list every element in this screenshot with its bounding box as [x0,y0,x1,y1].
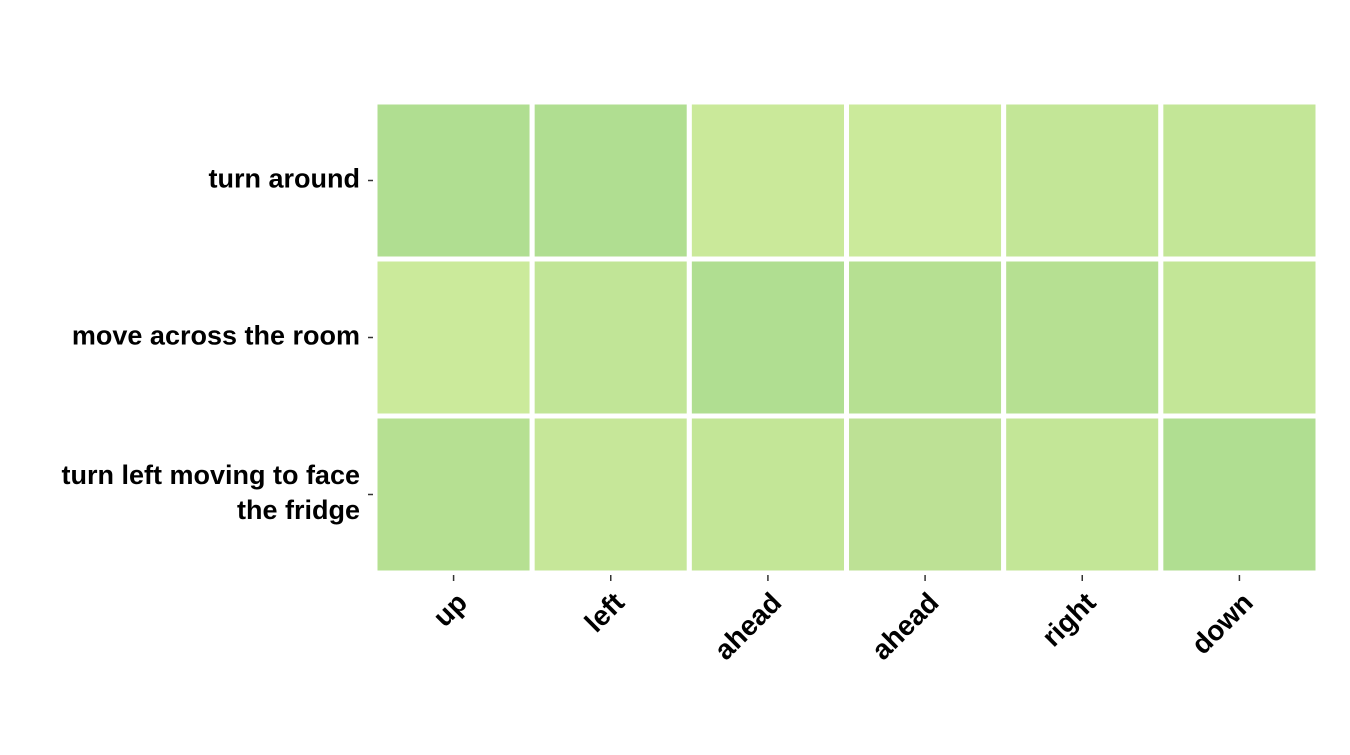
heatmap-cell-r0-c5 [1158,99,1321,262]
heatmap-cells [372,99,1321,576]
y-tick-label-line: the fridge [237,495,360,525]
x-tick-label: right [1036,587,1102,653]
heatmap-cell-r2-c5 [1158,413,1321,576]
heatmap-cell-r2-c2 [686,413,849,576]
heatmap-cell-r0-c3 [844,99,1007,262]
heatmap-cell-r2-c4 [1001,413,1164,576]
y-tick-label: turn left moving to face the fridge [61,460,360,525]
y-tick-label: turn around [209,164,360,194]
heatmap-cell-r0-c4 [1001,99,1164,262]
heatmap-cell-r0-c2 [686,99,849,262]
heatmap-cell-r2-c3 [844,413,1007,576]
heatmap-cell-r0-c0 [372,99,535,262]
heatmap-cell-r2-c1 [529,413,692,576]
y-tick-label-line: turn left moving to face [61,460,360,490]
heatmap-cell-r1-c5 [1158,256,1321,419]
x-tick-label: down [1185,587,1259,661]
y-tick-label-line: move across the room [72,321,360,351]
x-tick-label: left [579,587,631,639]
y-axis: turn around move across the room turn left… [61,164,373,525]
x-tick-label: ahead [865,587,944,666]
heatmap-cell-r1-c4 [1001,256,1164,419]
y-tick-label: move across the room [72,321,360,351]
x-tick-label: ahead [708,587,787,666]
heatmap-cell-r2-c0 [372,413,535,576]
heatmap-cell-r0-c1 [529,99,692,262]
heatmap-cell-r1-c1 [529,256,692,419]
x-tick-label: up [427,587,473,633]
heatmap-cell-r1-c2 [686,256,849,419]
x-axis: up left ahead ahead right down [427,575,1259,666]
heatmap-cell-r1-c0 [372,256,535,419]
y-tick-label-line: turn around [209,164,360,194]
heatmap-cell-r1-c3 [844,256,1007,419]
